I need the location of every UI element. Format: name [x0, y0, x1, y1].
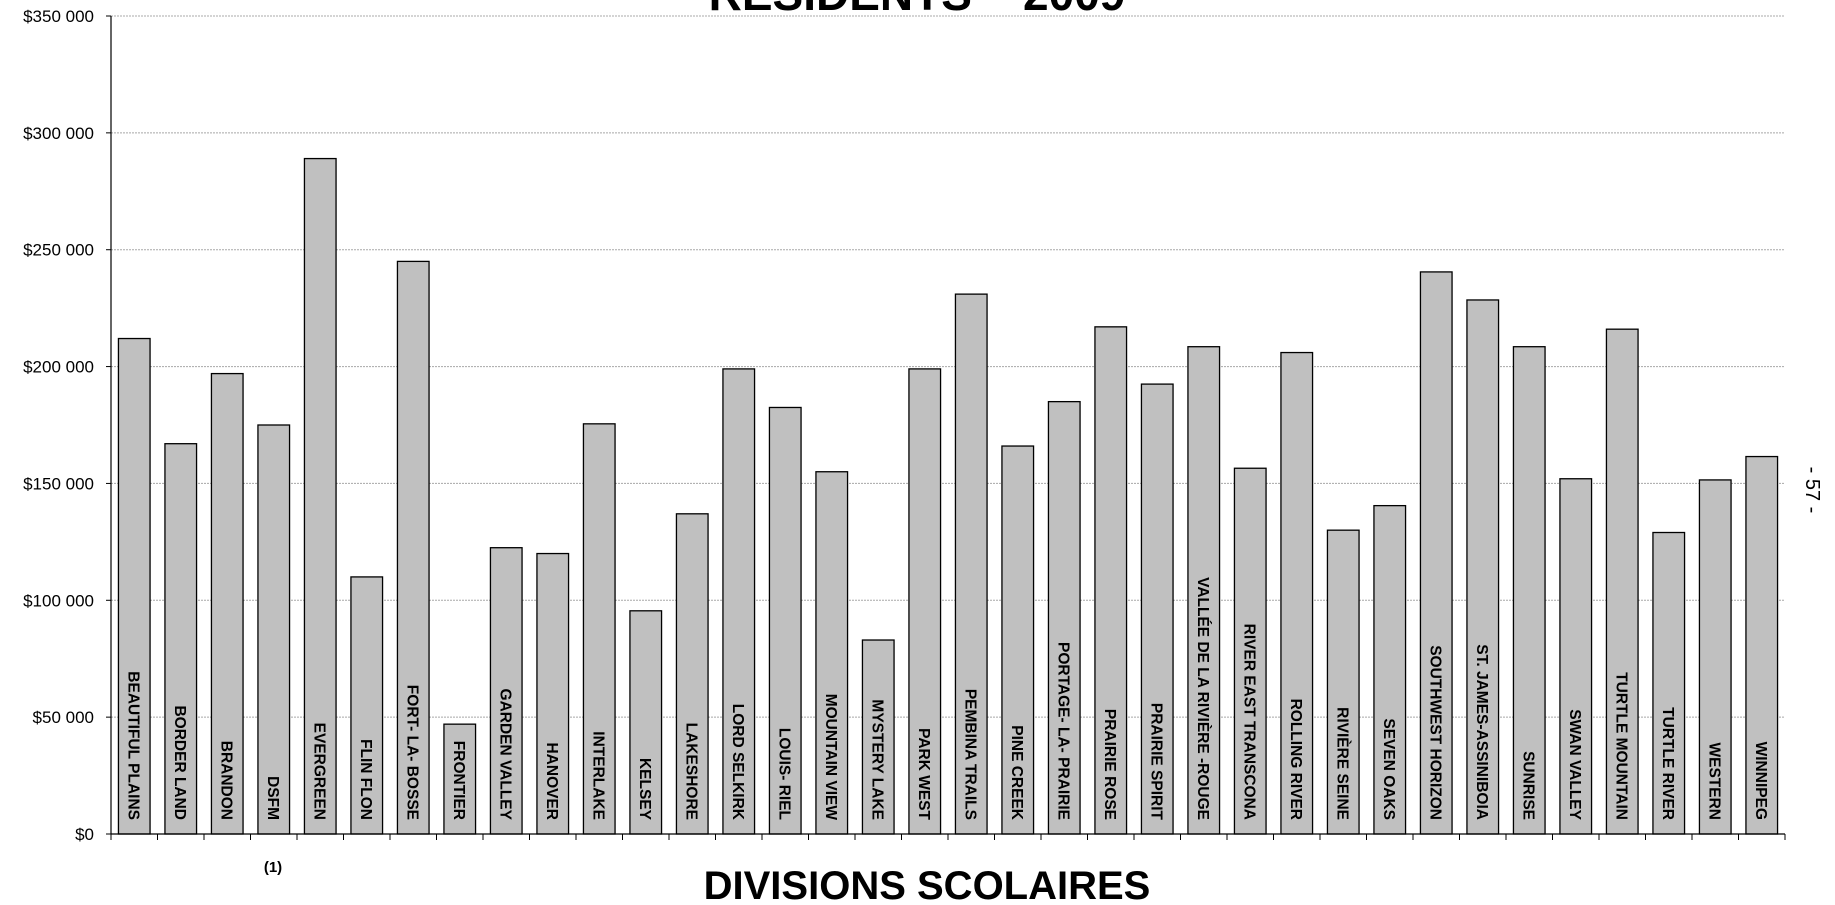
bar — [1466, 299, 1500, 835]
category-label: KELSEY — [636, 758, 653, 821]
bar — [303, 157, 337, 835]
category-label: GARDEN VALLEY — [496, 689, 513, 821]
bar — [1373, 504, 1407, 835]
chart-title: RESIDENTS – 2009 — [709, 0, 1126, 20]
y-tick-label: $100 000 — [23, 591, 94, 610]
category-label: FRONTIER — [450, 741, 467, 820]
bar — [396, 260, 430, 835]
category-label: PRAIRIE ROSE — [1101, 709, 1118, 820]
bar — [908, 368, 942, 835]
category-label: TURTLE MOUNTAIN — [1612, 672, 1629, 820]
category-label: FLIN FLON — [357, 739, 374, 820]
category-label: VALLÉE DE LA RIVIÈRE -ROUGE — [1194, 577, 1211, 820]
y-tick-label: $150 000 — [23, 474, 94, 493]
category-label: SUNRISE — [1519, 751, 1536, 820]
category-label: MOUNTAIN VIEW — [822, 694, 839, 821]
category-label: PINE CREEK — [1008, 725, 1025, 821]
category-label: MYSTERY LAKE — [868, 699, 885, 820]
category-label: RIVER EAST TRANSCONA — [1240, 624, 1257, 820]
category-label: BORDER LAND — [171, 705, 188, 820]
bar — [350, 576, 384, 835]
category-label: EVERGREEN — [310, 723, 327, 820]
category-label: INTERLAKE — [589, 731, 606, 820]
bar — [536, 552, 570, 835]
page-number: - 57 - — [1801, 467, 1823, 514]
x-axis-label: DIVISIONS SCOLAIRES — [704, 864, 1151, 905]
y-tick-label: $350 000 — [23, 7, 94, 26]
footnote: (1) — [264, 859, 282, 876]
category-label: DSFM — [264, 776, 281, 820]
category-label: PARK WEST — [915, 728, 932, 820]
bar — [1233, 467, 1267, 835]
category-label: HANOVER — [543, 742, 560, 820]
category-label: SOUTHWEST HORIZON — [1426, 645, 1443, 820]
bar — [1745, 455, 1779, 835]
y-tick-label: $200 000 — [23, 358, 94, 377]
bar — [1419, 271, 1453, 835]
category-label: ST. JAMES-ASSINIBOIA — [1473, 644, 1490, 820]
category-label: ROLLING RIVER — [1287, 699, 1304, 820]
category-label: SWAN VALLEY — [1566, 709, 1583, 820]
bar — [1187, 346, 1221, 835]
category-label: PORTAGE- LA- PRAIRIE — [1054, 642, 1071, 820]
category-label: SEVEN OAKS — [1380, 718, 1397, 820]
bar — [1559, 478, 1593, 835]
bar — [1047, 400, 1081, 835]
y-axis: $0 $50 000 $100 000 $150 000 $200 000 $250 00… — [23, 7, 112, 844]
bar — [954, 293, 988, 835]
y-tick-label: $250 000 — [23, 241, 94, 260]
bar — [257, 424, 291, 835]
category-label: LAKESHORE — [682, 723, 699, 820]
bars: BEAUTIFUL PLAINS BORDER LAND BRANDON DSFM EV… — [117, 157, 1779, 835]
bar — [722, 368, 756, 835]
bar — [768, 406, 802, 835]
category-label: BRANDON — [217, 741, 234, 820]
bar — [1280, 351, 1314, 835]
bar — [815, 471, 849, 835]
bar — [443, 723, 477, 835]
y-tick-label: $50 000 — [33, 708, 94, 727]
category-label: RIVIÈRE SEINE — [1333, 707, 1350, 820]
bar — [1326, 529, 1360, 835]
bar — [582, 423, 616, 835]
bar — [1652, 531, 1686, 835]
bar — [675, 513, 709, 835]
category-label: LORD SELKIRK — [729, 704, 746, 821]
bar — [1094, 326, 1128, 835]
category-label: PEMBINA TRAILS — [961, 689, 978, 820]
y-tick-label: $300 000 — [23, 124, 94, 143]
x-axis — [110, 833, 1786, 840]
gridlines — [111, 15, 1785, 718]
category-label: FORT- LA- BOSSE — [403, 685, 420, 820]
category-label: PRAIRIE SPIRIT — [1147, 703, 1164, 821]
category-label: WINNIPEG — [1752, 742, 1769, 820]
bar — [629, 610, 663, 835]
category-label: TURTLE RIVER — [1659, 707, 1676, 820]
bar — [1001, 445, 1035, 835]
category-label: BEAUTIFUL PLAINS — [124, 671, 141, 820]
y-tick-label: $0 — [75, 825, 94, 844]
bar — [861, 639, 895, 835]
bar — [1140, 383, 1174, 835]
category-label: LOUIS- RIEL — [775, 728, 792, 820]
category-label: WESTERN — [1705, 743, 1722, 821]
